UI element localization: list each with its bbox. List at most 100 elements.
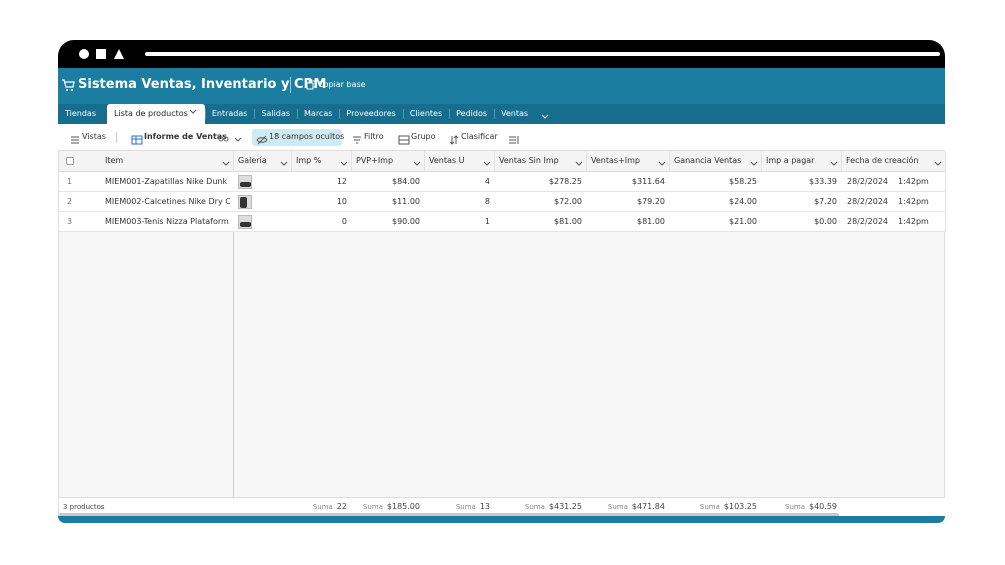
tab-label: Marcas (304, 109, 333, 118)
column-menu-svg (658, 161, 666, 166)
summary-cell: Suma $431.25 (495, 499, 582, 515)
time-cell: 1:42pm (898, 217, 929, 226)
column-menu (411, 155, 423, 174)
data-cell: $33.39 (809, 177, 837, 186)
tab[interactable]: Marcas (297, 104, 339, 124)
data-cell: $84.00 (392, 177, 420, 186)
group-button[interactable]: Grupo (411, 132, 436, 141)
summary-cell: Suma $40.59 (762, 499, 837, 515)
data-cell: $81.00 (554, 217, 582, 226)
cart-icon (62, 79, 75, 91)
data-cell: $278.25 (548, 177, 582, 186)
group-icon (398, 131, 410, 150)
tab[interactable]: Proveedores (339, 104, 402, 124)
data-cell: $79.20 (637, 197, 665, 206)
row-number: 2 (67, 197, 73, 206)
tab[interactable]: Ventas (494, 104, 535, 124)
data-cell: $311.64 (631, 177, 665, 186)
date-cell: 28/2/2024 (847, 217, 889, 226)
view-chevron (232, 131, 244, 150)
column-header[interactable]: Item (105, 156, 124, 165)
column-header[interactable]: Galería (238, 156, 267, 165)
scrollbar (59, 513, 839, 517)
tab-chevron (189, 109, 197, 114)
filter-button[interactable]: Filtro (364, 132, 384, 141)
gallery-thumbnail (238, 215, 252, 229)
summary-bar (59, 497, 945, 517)
column-menu-svg (280, 161, 288, 166)
summary-cell: Suma $185.00 (352, 499, 420, 515)
data-cell: $72.00 (554, 197, 582, 206)
column-header[interactable]: PVP+Imp (356, 156, 394, 165)
summary-label: Suma (607, 503, 628, 511)
column-header[interactable]: Ventas+Imp (591, 156, 640, 165)
column-header[interactable]: Ventas U (429, 156, 465, 165)
tab[interactable]: Salidas (254, 104, 297, 124)
sort-icon (448, 131, 460, 150)
date-cell: 28/2/2024 (847, 177, 889, 186)
column-menu (338, 155, 350, 174)
sort-icon-svg (449, 135, 459, 145)
data-cell: $0.00 (814, 217, 837, 226)
column-menu (481, 155, 493, 174)
tab[interactable]: Entradas (204, 104, 255, 124)
summary-value: $185.00 (386, 502, 420, 511)
tab-bar: Tiendas Lista de productos Entradas Salidas… (58, 104, 945, 124)
data-cell: $21.00 (729, 217, 757, 226)
column-menu-svg (222, 161, 230, 166)
tab[interactable]: Clientes (402, 104, 449, 124)
divider (290, 77, 291, 93)
tab[interactable]: Pedidos (449, 104, 494, 124)
column-header[interactable]: Fecha de creación (846, 156, 919, 165)
sort-button[interactable]: Clasificar (461, 132, 498, 141)
column-header[interactable]: Imp a pagar (766, 156, 815, 165)
data-cell: MIEM002-Calcetines Nike Dry Cu... (105, 197, 230, 206)
filter-icon-svg (353, 136, 361, 144)
table-row[interactable] (59, 172, 945, 192)
table-row[interactable] (59, 212, 945, 232)
copy-base-button[interactable]: Copiar base (318, 80, 366, 89)
summary-value: $103.25 (723, 502, 757, 511)
copy-icon (306, 80, 316, 90)
tab[interactable]: Tiendas (58, 104, 103, 124)
hidden_fields-button[interactable]: 18 campos ocultos (269, 132, 345, 141)
row-number: 1 (67, 177, 73, 186)
row-number: 3 (67, 217, 73, 226)
data-cell: MIEM001-Zapatillas Nike Dunk L... (105, 177, 230, 186)
tab-separator (204, 109, 206, 119)
summary-cell: Suma 22 (292, 499, 347, 515)
data-cell: 12 (336, 177, 347, 186)
column-menu-svg (483, 161, 491, 166)
views-icon-svg (71, 136, 79, 144)
column-header[interactable]: Imp % (296, 156, 322, 165)
tab-separator (449, 109, 451, 119)
views-button[interactable]: Vistas (82, 132, 106, 141)
device-bottom (58, 516, 945, 523)
column-header[interactable]: Ganancia Ventas (674, 156, 742, 165)
column-header[interactable]: Ventas Sin Imp (499, 156, 559, 165)
group-icon-svg (398, 135, 410, 145)
more-tabs (539, 108, 551, 128)
column-menu (828, 155, 840, 174)
view_name-button[interactable]: Informe de Ventas (144, 132, 227, 141)
view_name-icon-svg (131, 135, 143, 145)
thumbnail-shape (240, 222, 251, 227)
device-bar (58, 40, 945, 70)
view_name-icon (131, 131, 143, 150)
column-menu-svg (575, 161, 583, 166)
tab-label: Pedidos (456, 109, 488, 118)
table-row[interactable] (59, 192, 945, 212)
data-cell: $24.00 (729, 197, 757, 206)
column-menu-svg (934, 161, 942, 166)
view-chevron-svg (234, 137, 242, 142)
summary-value: $40.59 (809, 502, 837, 511)
date-cell: 28/2/2024 (847, 197, 889, 206)
tab[interactable]: Lista de productos (107, 104, 205, 124)
filter-icon (351, 131, 363, 150)
summary-label: Suma (785, 503, 805, 511)
summary-label: Suma (312, 503, 333, 511)
column-menu-svg (340, 161, 348, 166)
select-all-checkbox[interactable] (66, 157, 74, 165)
tab-separator (494, 109, 496, 119)
data-cell: 10 (336, 197, 347, 206)
